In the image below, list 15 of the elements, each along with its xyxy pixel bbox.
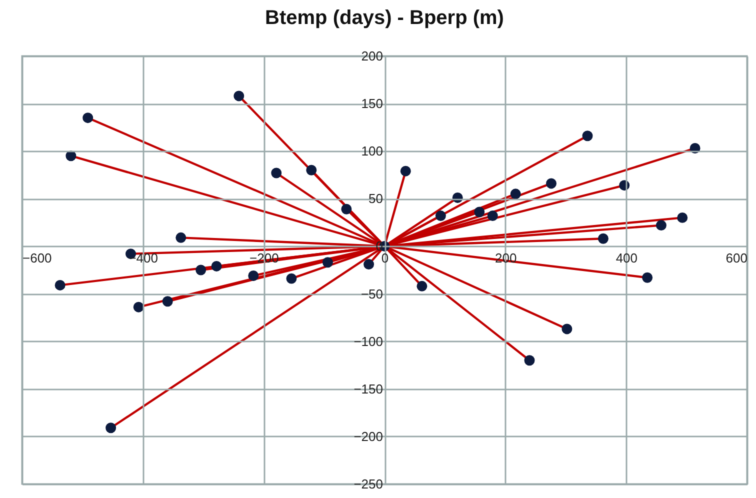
x-tick-label: 400: [616, 250, 638, 266]
x-tick-label: −400: [128, 250, 158, 266]
y-tick-label: 0: [376, 238, 383, 254]
y-tick-label: −50: [360, 286, 383, 302]
chart-title: Btemp (days) - Bperp (m): [265, 7, 504, 29]
y-tick-label: −250: [354, 476, 383, 492]
y-tick-label: −200: [354, 428, 383, 444]
y-tick-label: 200: [361, 48, 383, 64]
y-tick-label: 50: [368, 191, 383, 206]
x-tick-label: 600: [726, 250, 748, 266]
y-tick-label: 100: [361, 144, 383, 159]
y-tick-label: 150: [361, 96, 383, 112]
y-tick-label: −100: [354, 334, 383, 349]
y-tick-label: −150: [354, 381, 383, 396]
x-tick-label: −600: [22, 250, 52, 266]
